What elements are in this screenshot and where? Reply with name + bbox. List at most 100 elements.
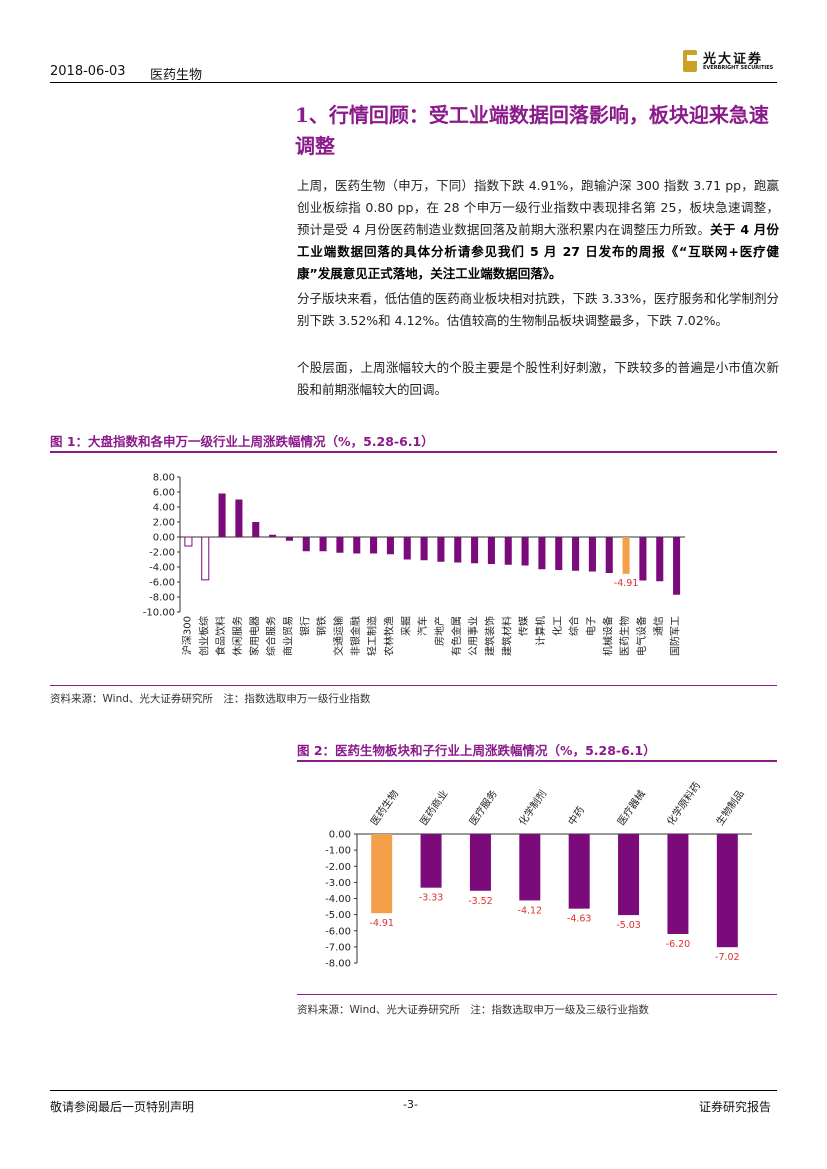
data-label: -4.91 bbox=[614, 578, 639, 589]
bar bbox=[235, 499, 243, 537]
bar bbox=[353, 537, 361, 554]
x-category-label: 医疗器械 bbox=[614, 787, 648, 827]
x-category-label: 化学制剂 bbox=[516, 787, 550, 827]
bar bbox=[319, 537, 327, 552]
footer-report-type: 证券研究报告 bbox=[699, 1100, 772, 1114]
x-category-label: 建筑装饰 bbox=[483, 616, 496, 656]
y-tick-label: 4.00 bbox=[153, 503, 175, 514]
bar bbox=[420, 537, 428, 561]
footer-disclaimer: 敬请参阅最后一页特别声明 bbox=[50, 1100, 195, 1114]
data-label: -3.33 bbox=[419, 893, 444, 904]
x-category-label: 钢铁 bbox=[315, 616, 328, 636]
bar bbox=[618, 834, 640, 916]
bar bbox=[656, 537, 664, 582]
x-category-label: 房地产 bbox=[433, 616, 446, 646]
y-tick-label: 0.00 bbox=[329, 830, 351, 841]
data-label: -4.12 bbox=[518, 905, 543, 916]
x-category-label: 中药 bbox=[565, 804, 587, 828]
x-category-label: 家用电器 bbox=[248, 616, 261, 656]
report-sector: 医药生物 bbox=[150, 68, 203, 83]
bar bbox=[504, 537, 512, 565]
bar bbox=[568, 834, 590, 909]
figure2-chart: 0.00 -1.00 -2.00 -3.00 -4.00 -5.00 -6.00 -7.00 -… bbox=[325, 779, 752, 970]
x-category-label: 非银金融 bbox=[349, 616, 362, 656]
bar bbox=[454, 537, 462, 563]
x-category-label: 电气设备 bbox=[635, 616, 648, 656]
y-tick-label: -6.00 bbox=[149, 578, 175, 589]
x-category-label: 医药商业 bbox=[417, 787, 451, 827]
bar bbox=[716, 834, 738, 948]
x-category-label: 化学原料药 bbox=[664, 779, 703, 827]
x-category-label: 交通运输 bbox=[332, 616, 345, 656]
x-category-label: 休闲服务 bbox=[231, 616, 244, 656]
y-tick-label: -10.00 bbox=[143, 608, 175, 619]
x-category-label: 化工 bbox=[551, 616, 564, 636]
header-divider bbox=[50, 82, 777, 83]
x-category-label: 建筑材料 bbox=[500, 616, 513, 656]
bar bbox=[572, 537, 580, 571]
logo-name: 光大证券 bbox=[703, 52, 764, 67]
y-tick-label: 6.00 bbox=[153, 488, 175, 499]
bar bbox=[538, 537, 546, 570]
bar bbox=[218, 493, 226, 537]
figure1-title: 图 1：大盘指数和各申万一级行业上周涨跌幅情况（%，5.28-6.1） bbox=[50, 434, 434, 449]
bar bbox=[487, 537, 495, 564]
bar bbox=[269, 534, 277, 537]
section-title: 1、行情回顾：受工业端数据回落影响，板块迎来急速调整 bbox=[295, 103, 769, 158]
data-label: -3.52 bbox=[468, 896, 493, 907]
paragraph-summary-text: 上周，医药生物（申万，下同）指数下跌 4.91%，跑输沪深 300 指数 3.7… bbox=[297, 178, 779, 237]
x-category-label: 沪深300 bbox=[180, 616, 193, 655]
paragraph-subsector: 分子版块来看，低估值的医药商业板块相对抗跌，下跌 3.33%，医疗服务和化学制剂… bbox=[297, 291, 779, 328]
footer-divider bbox=[50, 1090, 777, 1091]
page-number: -3- bbox=[403, 1098, 418, 1111]
paragraph-summary-bold: 关于 4 月份工业端数据回落的具体分析请参见我们 5 月 27 日发布的周报《“… bbox=[297, 222, 779, 281]
logo-english-name: EVERBRIGHT SECURITIES bbox=[703, 65, 774, 71]
bar bbox=[201, 536, 210, 581]
bar bbox=[588, 537, 596, 572]
x-category-label: 综合 bbox=[568, 616, 581, 636]
figure1-chart: 8.00 6.00 4.00 2.00 0.00 -2.00 -4.00 -6.00 -8.00… bbox=[143, 473, 685, 656]
x-category-label: 创业板综 bbox=[197, 616, 210, 656]
y-tick-label: -7.00 bbox=[325, 942, 351, 953]
figure1-top-rule bbox=[50, 451, 777, 453]
report-date: 2018-06-03 bbox=[50, 64, 126, 79]
data-label: -4.63 bbox=[567, 914, 592, 925]
y-tick-label: -2.00 bbox=[325, 862, 351, 873]
x-category-label: 轻工制造 bbox=[366, 616, 379, 656]
bar bbox=[521, 537, 529, 566]
x-category-label: 汽车 bbox=[416, 616, 429, 636]
x-category-label: 生物制品 bbox=[713, 787, 747, 827]
y-tick-label: -8.00 bbox=[325, 959, 351, 970]
bar bbox=[673, 537, 681, 595]
data-label: -5.03 bbox=[616, 920, 641, 931]
x-category-label: 医药生物 bbox=[367, 787, 401, 827]
figure1-source: 资料来源：Wind、光大证券研究所 注：指数选取申万一级行业指数 bbox=[50, 693, 371, 705]
y-tick-label: -5.00 bbox=[325, 910, 351, 921]
figure2-source: 资料来源：Wind、光大证券研究所 注：指数选取申万一级及三级行业指数 bbox=[297, 1004, 649, 1016]
x-category-label: 食品饮料 bbox=[214, 616, 227, 656]
bar bbox=[403, 537, 411, 560]
x-category-label: 有色金属 bbox=[450, 616, 463, 656]
y-tick-label: -8.00 bbox=[149, 593, 175, 604]
bar bbox=[420, 834, 442, 888]
bar bbox=[605, 537, 613, 573]
bar bbox=[639, 537, 647, 581]
x-category-label: 传媒 bbox=[518, 616, 530, 636]
paragraph-summary: 上周，医药生物（申万，下同）指数下跌 4.91%，跑输沪深 300 指数 3.7… bbox=[297, 175, 779, 285]
bar bbox=[336, 537, 344, 553]
bar bbox=[667, 834, 689, 934]
bar bbox=[370, 537, 378, 554]
y-tick-label: -4.00 bbox=[149, 563, 175, 574]
figure2-title: 图 2：医药生物板块和子行业上周涨跌幅情况（%，5.28-6.1） bbox=[297, 743, 656, 758]
y-tick-label: 2.00 bbox=[153, 518, 175, 529]
y-tick-label: 8.00 bbox=[153, 473, 175, 484]
bar bbox=[386, 537, 394, 555]
x-category-label: 计算机 bbox=[534, 616, 547, 646]
bar bbox=[184, 536, 193, 547]
data-label: -4.91 bbox=[369, 918, 394, 929]
x-category-label: 银行 bbox=[298, 616, 311, 636]
x-category-label: 采掘 bbox=[399, 616, 412, 636]
bar bbox=[302, 537, 310, 552]
x-category-label: 机械设备 bbox=[601, 616, 614, 656]
bar bbox=[469, 834, 491, 891]
